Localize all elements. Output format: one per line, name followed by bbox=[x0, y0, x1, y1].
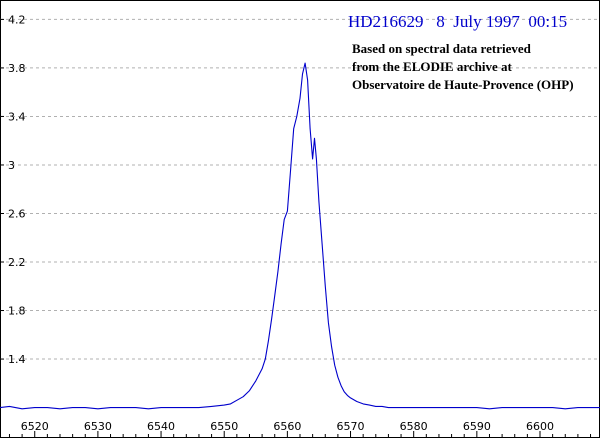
x-tick-label: 6540 bbox=[147, 420, 175, 433]
y-tick-label: 2.6 bbox=[8, 207, 26, 220]
annotation-line: Based on spectral data retrieved bbox=[352, 41, 532, 56]
x-tick-label: 6560 bbox=[273, 420, 301, 433]
axis-ticks: 1.4 1.8 2.2 2.6 3 3.4 3.8 4.2 6520 6530 6540 6550 65… bbox=[0, 13, 592, 438]
y-tick-label: 1.8 bbox=[8, 305, 26, 318]
y-tick-label: 4.2 bbox=[8, 13, 26, 26]
y-tick-label: 1.4 bbox=[8, 353, 26, 366]
x-tick-label: 6530 bbox=[84, 420, 112, 433]
annotation-line: from the ELODIE archive at bbox=[352, 59, 513, 74]
series-layer bbox=[0, 62, 600, 410]
x-tick-label: 6520 bbox=[21, 420, 49, 433]
x-tick-label: 6590 bbox=[463, 420, 491, 433]
x-tick-label: 6550 bbox=[210, 420, 238, 433]
spectrum-line bbox=[0, 62, 600, 410]
grid bbox=[0, 18, 600, 360]
y-tick-label: 2.2 bbox=[8, 256, 26, 269]
y-tick-label: 3.4 bbox=[8, 110, 26, 123]
annotation-line: Observatoire de Haute-Provence (OHP) bbox=[352, 77, 574, 92]
x-tick-label: 6580 bbox=[400, 420, 428, 433]
x-tick-label: 6600 bbox=[526, 420, 554, 433]
chart-title: HD216629 8 July 1997 00:15 bbox=[348, 12, 567, 31]
y-tick-label: 3.8 bbox=[8, 62, 26, 75]
x-tick-label: 6570 bbox=[337, 420, 365, 433]
y-tick-label: 3 bbox=[8, 159, 15, 172]
